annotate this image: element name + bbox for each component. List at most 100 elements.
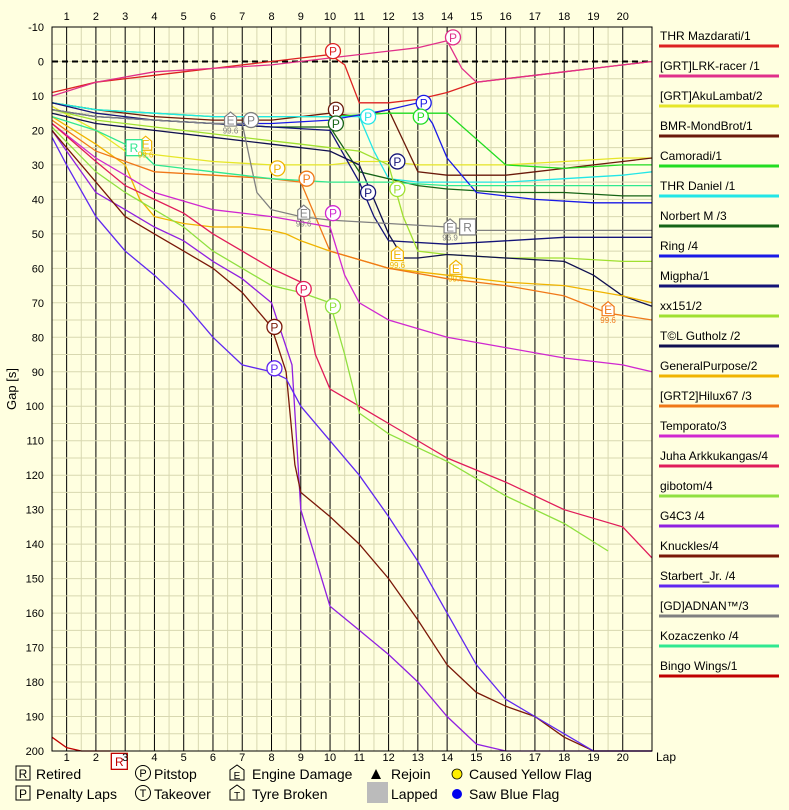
y-axis-label: Gap [s] (4, 368, 19, 410)
series-line-17 (51, 129, 652, 752)
key-lapped: Lapped (367, 782, 438, 803)
marker-glyph: P (270, 362, 278, 376)
legend-label: THR Mazdarati/1 (660, 29, 751, 43)
legend-entry: GeneralPurpose/2 (659, 359, 779, 378)
legend-label: Starbert_Jr. /4 (660, 569, 736, 583)
marker-glyph: P (393, 183, 401, 197)
x-tick-bottom: 2 (93, 752, 99, 764)
marker-key: R Retired P Penalty Laps P Pitstop T Tak… (15, 764, 592, 803)
y-tick: 110 (26, 436, 44, 448)
series-line-9 (51, 109, 652, 263)
retired-marker (110, 752, 128, 770)
engine-glyph: E (234, 771, 241, 782)
y-tick: 60 (32, 263, 44, 275)
marker-glyph: P (332, 117, 340, 131)
marker-R: R (125, 139, 143, 157)
legend-label: GeneralPurpose/2 (660, 359, 758, 373)
engine-marker (449, 259, 463, 275)
key-rejoin: Rejoin (371, 766, 431, 782)
marker-glyph: P (449, 31, 457, 45)
y-tick: 0 (38, 56, 44, 68)
pitstop-marker (389, 153, 406, 170)
pitstop-marker (269, 160, 286, 177)
marker-P: P (295, 280, 312, 298)
legend-entry: BMR-MondBrot/1 (659, 119, 779, 138)
key-penalty: P Penalty Laps (15, 785, 117, 802)
y-tick: 50 (32, 229, 44, 241)
marker-E: E (390, 245, 404, 262)
x-tick-top: 11 (354, 11, 365, 23)
legend-label: T©L Gutholz /2 (660, 329, 741, 343)
x-tick-bottom: 16 (500, 752, 512, 764)
marker-P: P (324, 205, 342, 222)
legend-entry: THR Daniel /1 (659, 179, 779, 198)
legend-label: Juha Arkkukangas/4 (660, 449, 768, 463)
key-tyre: T Tyre Broken (229, 784, 327, 802)
marker-P: P (327, 101, 345, 118)
x-tick-top: 20 (617, 11, 629, 23)
marker-glyph: P (329, 300, 337, 314)
y-tick: 100 (26, 401, 44, 413)
marker-P: P (389, 153, 406, 170)
legend-label: Temporato/3 (660, 419, 727, 433)
x-tick-top: 6 (210, 11, 216, 23)
y-tick: 120 (26, 470, 44, 482)
marker-glyph: E (452, 262, 460, 276)
series-line-2 (51, 105, 652, 166)
engine-marker (443, 218, 457, 234)
x-tick-bottom: 9 (298, 752, 304, 764)
legend-label: BMR-MondBrot/1 (660, 119, 753, 133)
engine-marker (223, 111, 238, 127)
legend-entry: Starbert_Jr. /4 (659, 569, 779, 588)
marker-R: R (110, 752, 128, 770)
legend-label: Bingo Wings/1 (660, 659, 738, 673)
pitstop-marker (444, 29, 462, 46)
engine-value-label: 99.6 (600, 316, 616, 325)
x-tick-top: 10 (324, 11, 336, 23)
x-tick-bottom: 3 (122, 752, 128, 764)
legend-entry: Knuckles/4 (659, 539, 779, 558)
legend-entry: Temporato/3 (659, 419, 779, 438)
marker-R: R (458, 218, 477, 236)
x-tick-bottom: 8 (268, 752, 274, 764)
marker-glyph: P (420, 96, 428, 110)
key-rejoin-label: Rejoin (391, 766, 431, 782)
legend-entry: G4C3 /4 (659, 509, 779, 528)
legend-entry: xx151/2 (659, 299, 779, 318)
pitstop-marker (324, 42, 342, 60)
marker-glyph: P (273, 162, 281, 176)
takeover-icon (135, 785, 151, 801)
x-tick-top: 8 (268, 11, 274, 23)
marker-P: P (266, 318, 283, 336)
key-penalty-label: Penalty Laps (36, 786, 117, 802)
engine-marker (390, 245, 404, 262)
pitstop-marker (412, 108, 429, 125)
key-retired-label: Retired (36, 766, 81, 782)
legend-label: Ring /4 (660, 239, 698, 253)
yellow-flag-icon (451, 768, 463, 780)
key-yellow-label: Caused Yellow Flag (469, 766, 592, 782)
pitstop-marker (266, 360, 283, 377)
marker-glyph: P (329, 207, 337, 221)
penalty-glyph: P (19, 787, 27, 801)
series-line-14 (51, 123, 653, 559)
pitstop-marker (298, 170, 315, 187)
series-line-5 (51, 102, 653, 183)
engine-value-label: 99.6 (390, 261, 406, 270)
x-tick-bottom: 17 (529, 752, 541, 764)
x-tick-bottom: 1 (64, 752, 70, 764)
x-axis-label: Lap (656, 750, 676, 764)
legend-label: [GRT2]Hilux67 /3 (660, 389, 752, 403)
rejoin-icon (371, 769, 381, 779)
blue-flag-icon (452, 789, 462, 799)
legend-entry: THR Mazdarati/1 (659, 29, 779, 48)
legend-entry: Kozaczenko /4 (659, 629, 779, 648)
y-tick: 90 (32, 367, 44, 379)
grid (52, 26, 652, 752)
pitstop-marker (359, 184, 377, 201)
tyre-broken-icon (229, 784, 245, 801)
marker-P: P (412, 108, 429, 125)
